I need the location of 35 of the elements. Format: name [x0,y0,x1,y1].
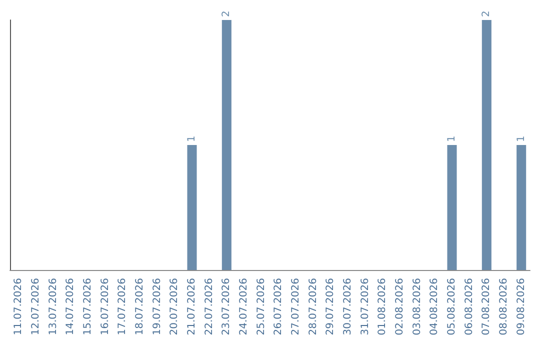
x-tick-label: 21.07.2026 [186,278,198,336]
data-label: 2 [481,10,492,17]
x-tick-label: 23.07.2026 [221,278,232,336]
x-tick-label: 14.07.2026 [65,278,76,336]
x-tick-label: 11.07.2026 [13,278,24,336]
data-label: 1 [446,136,458,142]
x-tick-label: 27.07.2026 [290,278,302,336]
x-tick-label: 02.08.2026 [394,278,406,336]
x-tick-label: 01.08.2026 [377,278,388,336]
x-tick-label: 05.08.2026 [446,278,458,336]
data-label: 1 [186,136,198,142]
x-tick-label: 26.07.2026 [273,278,284,336]
x-tick-label: 13.07.2026 [48,278,59,336]
x-tick-label: 12.07.2026 [30,278,42,336]
x-tick-label: 07.08.2026 [481,278,492,336]
x-tick-label: 09.08.2026 [516,278,527,336]
x-tick-label: 19.07.2026 [152,278,163,336]
x-tick-label: 03.08.2026 [412,278,423,336]
x-tick-label: 25.07.2026 [256,278,267,336]
x-tick-label: 20.07.2026 [169,278,180,336]
x-tick-label: 30.07.2026 [342,278,354,336]
x-tick-label: 24.07.2026 [238,278,250,336]
x-tick-label: 08.08.2026 [498,278,510,336]
data-label: 1 [516,136,527,142]
x-tick-label: 31.07.2026 [360,278,371,336]
x-tick-label: 22.07.2026 [204,278,215,336]
x-tick-label: 18.07.2026 [134,278,146,336]
x-tick-label: 28.07.2026 [308,278,319,336]
data-label: 2 [221,10,232,17]
x-tick-label: 15.07.2026 [82,278,94,336]
x-tick-label: 17.07.2026 [117,278,128,336]
x-tick-label: 16.07.2026 [100,278,111,336]
x-tick-label: 29.07.2026 [325,278,336,336]
x-tick-label: 06.08.2026 [464,278,475,336]
x-tick-label: 04.08.2026 [429,278,440,336]
